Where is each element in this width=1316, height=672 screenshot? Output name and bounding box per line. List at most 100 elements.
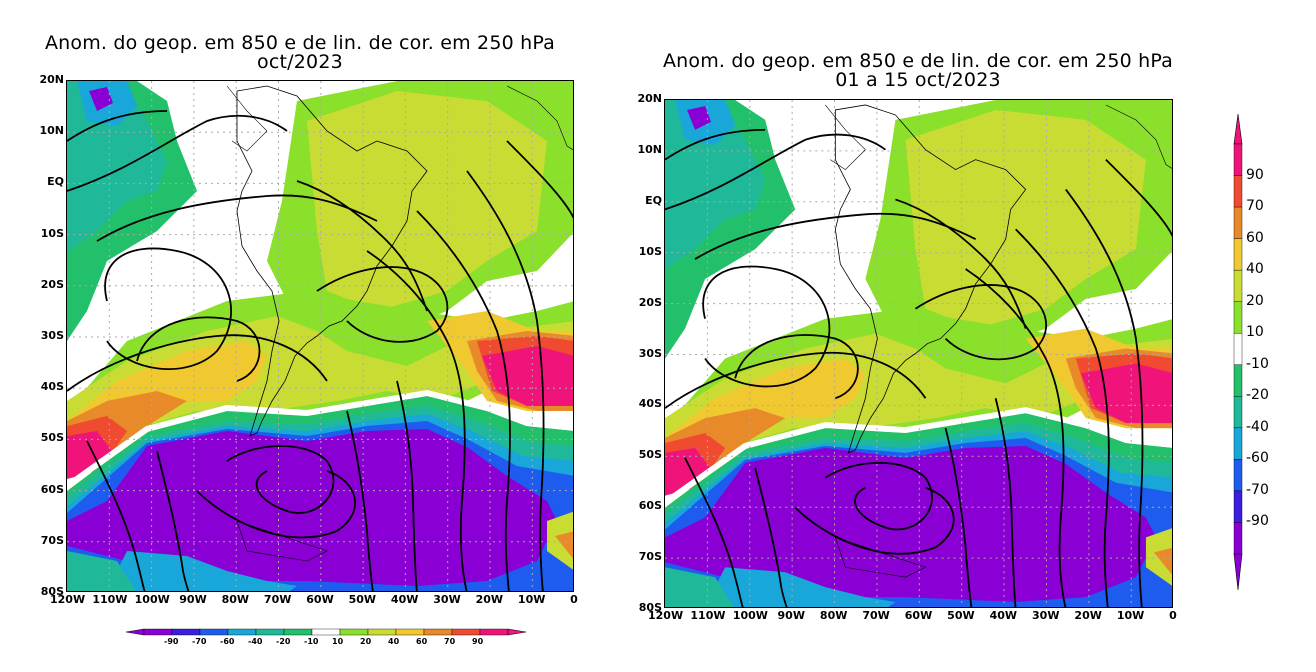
left-streamline-14 bbox=[396, 380, 418, 591]
right-lon-tick-0: 120W bbox=[648, 609, 684, 622]
right-streamline-8 bbox=[965, 268, 1067, 607]
vbar-label-2: 60 bbox=[1246, 229, 1264, 246]
right-lat-tick-9: 70S bbox=[638, 550, 662, 564]
vbar-seg-1 bbox=[1233, 175, 1243, 208]
left-coastline-sa bbox=[236, 85, 428, 437]
left-map-svg bbox=[67, 81, 573, 591]
left-lat-tick-8: 60S bbox=[40, 482, 64, 496]
vbar-label-10: -70 bbox=[1246, 481, 1269, 498]
vbar-seg-0 bbox=[1233, 143, 1243, 176]
vbar-seg-5 bbox=[1233, 301, 1243, 334]
left-region-teal-west bbox=[67, 81, 167, 251]
left-lat-tick-9: 70S bbox=[40, 533, 64, 547]
right-streamline-12 bbox=[684, 457, 744, 607]
left-region-antarctic-blue bbox=[117, 551, 297, 591]
left-lat-tick-4: 20S bbox=[40, 277, 64, 291]
left-streamline-11 bbox=[506, 140, 573, 219]
left-streamline-1 bbox=[96, 194, 378, 242]
hbar-label-2: -60 bbox=[220, 637, 235, 646]
left-region-antarctic-teal bbox=[67, 551, 136, 591]
right-lat-tick-10: 80S bbox=[638, 601, 662, 614]
right-lat-tick-3: 10S bbox=[638, 244, 662, 258]
left-coastline-af bbox=[506, 85, 573, 151]
left-region-purple-corner bbox=[89, 87, 113, 111]
hbar-label-0: -90 bbox=[164, 637, 179, 646]
hbar-seg-6 bbox=[311, 628, 341, 636]
left-streamline-6 bbox=[226, 445, 335, 514]
hbar-seg-10 bbox=[423, 628, 453, 636]
right-streamline-13 bbox=[754, 467, 788, 607]
right-lon-tick-9: 30W bbox=[1032, 609, 1060, 622]
left-coastline-ant bbox=[236, 520, 328, 562]
left-region-pink-sw bbox=[67, 431, 112, 479]
right-region-antarctic-teal bbox=[665, 567, 734, 607]
right-streamline-17 bbox=[914, 284, 1047, 361]
left-region-purple-subpolar bbox=[67, 429, 557, 586]
right-streamline-4 bbox=[734, 334, 859, 400]
left-map bbox=[66, 80, 574, 592]
hbar-seg-2 bbox=[199, 628, 229, 636]
vbar-top-arrow bbox=[1233, 114, 1243, 145]
left-lon-tick-9: 30W bbox=[433, 593, 461, 606]
right-zero-band bbox=[665, 407, 1172, 506]
left-lon-tick-5: 70W bbox=[263, 593, 292, 606]
right-lon-tick-7: 50W bbox=[947, 609, 975, 622]
right-streamline-1 bbox=[694, 212, 977, 260]
right-region-pink-sw bbox=[665, 447, 711, 496]
right-title-line2: 01 a 15 oct/2023 bbox=[835, 69, 1001, 91]
left-streamline-3 bbox=[104, 247, 232, 371]
right-lat-tick-8: 60S bbox=[638, 499, 662, 513]
left-lat-tick-5: 30S bbox=[40, 329, 64, 342]
right-lon-tick-12: 0 bbox=[1169, 609, 1177, 622]
left-streamline-8 bbox=[366, 250, 468, 591]
hbar-label-3: -40 bbox=[248, 637, 263, 646]
right-lat-tick-1: 10N bbox=[637, 142, 662, 156]
right-lat-tick-0: 20N bbox=[637, 92, 662, 105]
right-streamline-0 bbox=[665, 133, 886, 211]
right-streamline-15 bbox=[944, 427, 973, 607]
hbar-left-arrow bbox=[126, 628, 145, 636]
left-lat-tick-1: 10N bbox=[39, 124, 64, 138]
hbar-label-11: 90 bbox=[472, 637, 484, 646]
left-zero-band bbox=[67, 389, 573, 489]
right-lon-tick-11: 10W bbox=[1116, 609, 1145, 622]
right-map bbox=[664, 99, 1173, 608]
hbar-label-4: -20 bbox=[276, 637, 291, 646]
left-streamline-17 bbox=[316, 266, 449, 343]
right-lon-tick-5: 70W bbox=[862, 609, 890, 622]
hbar-label-6: 10 bbox=[332, 637, 344, 646]
right-lat-tick-5: 30S bbox=[638, 346, 662, 360]
left-streamline-7 bbox=[196, 470, 356, 539]
hbar-label-10: 70 bbox=[444, 637, 456, 646]
right-lon-tick-2: 100W bbox=[732, 609, 768, 622]
left-lat-tick-7: 50S bbox=[40, 431, 64, 445]
vbar-label-7: -20 bbox=[1246, 387, 1269, 404]
vbar-bottom-arrow bbox=[1233, 553, 1243, 591]
right-lon-tick-6: 60W bbox=[904, 609, 933, 622]
left-lon-tick-0: 120W bbox=[50, 593, 86, 606]
right-coastline-af bbox=[1105, 104, 1172, 169]
left-lon-tick-12: 0 bbox=[570, 593, 578, 606]
right-streamline-2 bbox=[665, 128, 766, 161]
hbar-seg-8 bbox=[367, 628, 397, 636]
right-region-yellow-midlat bbox=[665, 333, 1172, 458]
right-coastline-sa bbox=[834, 104, 1027, 454]
hbar-seg-0 bbox=[143, 628, 173, 636]
right-lon-tick-1: 110W bbox=[690, 609, 726, 622]
hbar-seg-12 bbox=[479, 628, 509, 636]
left-lon-tick-7: 50W bbox=[348, 593, 377, 606]
left-streamline-4 bbox=[136, 316, 261, 382]
left-lat-tick-0: 20N bbox=[39, 73, 64, 86]
right-region-antarctic-orange bbox=[1153, 547, 1172, 575]
vbar-seg-4 bbox=[1233, 269, 1243, 302]
left-region-orange-light-sw bbox=[67, 341, 267, 471]
hbar-seg-3 bbox=[227, 628, 257, 636]
vbar-seg-3 bbox=[1233, 238, 1243, 271]
left-lon-tick-1: 110W bbox=[92, 593, 128, 606]
vbar-label-9: -60 bbox=[1246, 450, 1269, 467]
vbar-seg-12 bbox=[1233, 522, 1243, 555]
left-lon-tick-2: 100W bbox=[134, 593, 170, 606]
right-region-purple-subpolar bbox=[665, 445, 1156, 603]
left-streamline-16 bbox=[296, 180, 428, 312]
left-streamline-15 bbox=[346, 410, 374, 591]
